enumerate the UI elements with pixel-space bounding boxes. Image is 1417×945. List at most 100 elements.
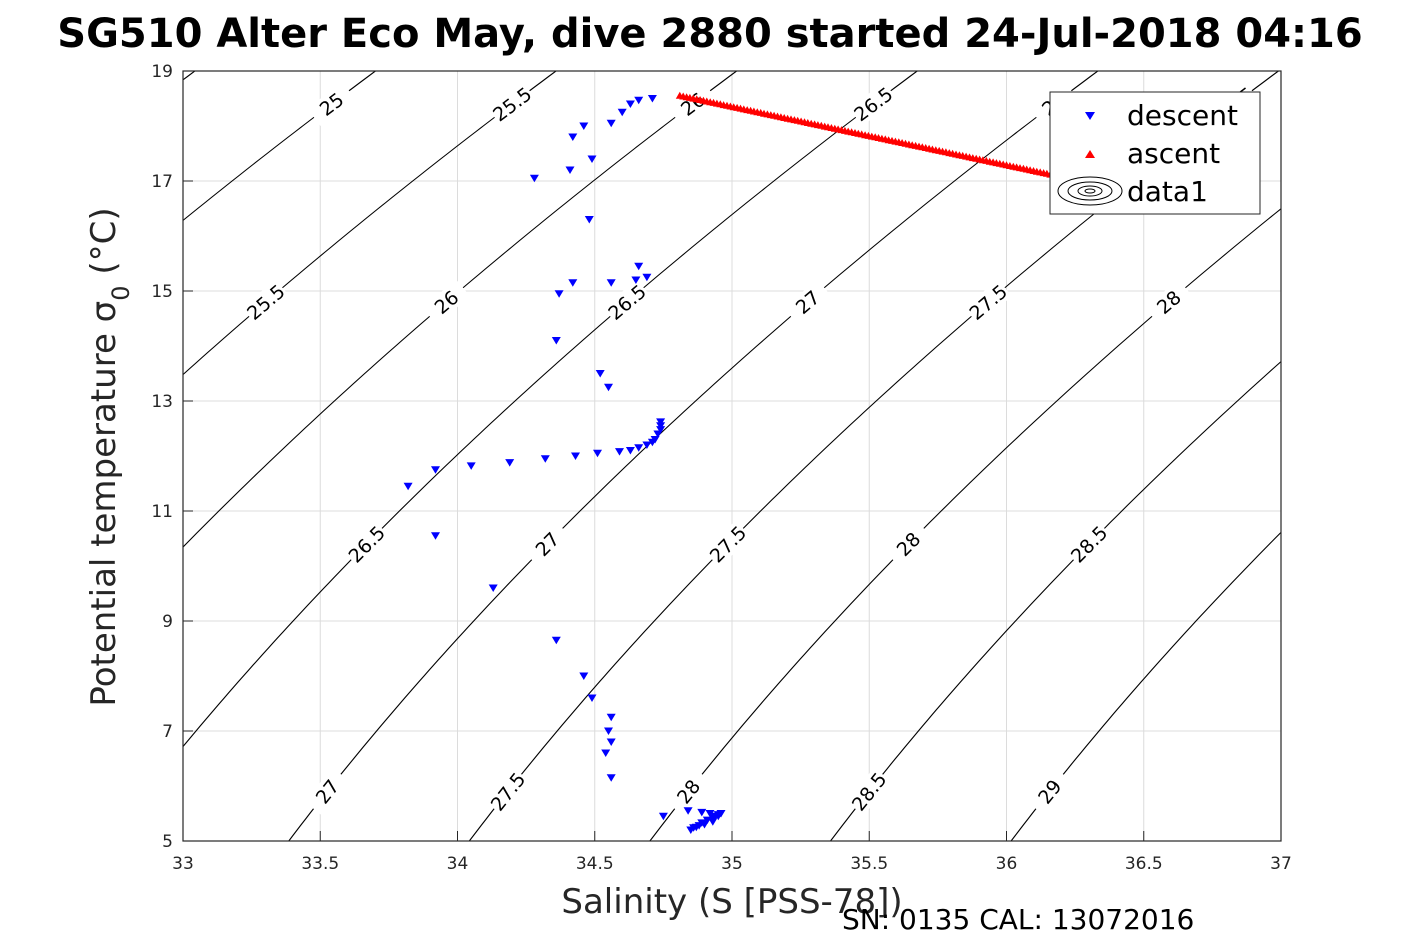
descent-point	[593, 449, 602, 458]
descent-point	[431, 466, 440, 474]
legend-ascent-label: ascent	[1127, 137, 1220, 170]
descent-point	[625, 100, 635, 108]
descent-point	[604, 383, 613, 392]
descent-point	[700, 821, 709, 829]
contour-line-25	[183, 71, 377, 222]
contour-label-bg	[603, 279, 651, 325]
contour-line-25.5	[183, 71, 557, 376]
descent-point	[606, 713, 616, 722]
contour-label-bg	[1065, 520, 1113, 568]
contour-label-bg	[849, 81, 898, 126]
descent-point	[466, 462, 476, 470]
descent-point	[540, 455, 550, 463]
contour-label-bg	[665, 767, 711, 816]
contour-line-28	[649, 208, 1281, 841]
x-tick-label: 33	[172, 854, 194, 874]
descent-point	[551, 337, 561, 345]
x-tick-label: 33.5	[301, 854, 339, 874]
contour-label-bg	[343, 520, 390, 568]
contour-line-24	[0, 55, 37, 864]
contour-label-bg	[304, 767, 350, 816]
descent-point	[683, 807, 693, 815]
descent-point	[634, 262, 644, 271]
contour-label-bg	[485, 767, 531, 816]
serial-cal-footer: SN: 0135 CAL: 13072016	[842, 903, 1194, 936]
y-tick-label: 11	[151, 502, 173, 522]
descent-point	[705, 810, 715, 818]
x-axis-label: Salinity (S [PSS-78])	[561, 882, 902, 922]
descent-point	[642, 441, 652, 449]
descent-point	[606, 119, 616, 128]
legend-box	[1049, 91, 1261, 215]
contour-label: 28.5	[848, 769, 892, 816]
descent-point	[587, 694, 597, 702]
contour-label-bg	[885, 520, 932, 568]
contour-line-28.5	[829, 360, 1281, 841]
y-tick-label: 17	[151, 172, 173, 192]
contour-label-bg	[783, 279, 832, 325]
contour-label-bg	[1027, 767, 1072, 816]
descent-point	[568, 279, 578, 287]
descent-series	[403, 95, 726, 834]
descent-point	[656, 422, 666, 430]
y-tick-label: 19	[151, 62, 173, 82]
descent-point	[505, 459, 515, 467]
legend-descent-label: descent	[1127, 99, 1238, 132]
descent-point	[647, 95, 657, 103]
descent-point	[708, 818, 718, 826]
x-tick-label: 34.5	[576, 854, 614, 874]
contour-label-bg	[487, 81, 537, 127]
contour-label-bg	[1144, 279, 1193, 325]
descent-point	[584, 216, 594, 224]
contour-label: 27.5	[706, 522, 751, 568]
contour-label: 28.5	[1067, 522, 1112, 568]
descent-point	[642, 273, 652, 282]
x-tick-label: 37	[1270, 854, 1292, 874]
descent-point	[403, 482, 413, 491]
descent-point	[568, 133, 578, 141]
x-tick-label: 34	[447, 854, 469, 874]
descent-point	[604, 727, 613, 735]
descent-point	[554, 290, 564, 298]
legend-ascent-marker	[1085, 150, 1095, 158]
descent-point	[631, 276, 641, 284]
descent-point	[656, 426, 666, 434]
legend-data1-label: data1	[1127, 175, 1208, 208]
descent-point	[708, 814, 718, 822]
descent-point	[606, 774, 616, 782]
descent-point	[551, 636, 561, 645]
descent-point	[658, 812, 668, 821]
descent-point	[691, 823, 701, 832]
y-axis-label: Potential temperature σ0 (°C)	[84, 207, 135, 706]
descent-point	[587, 155, 597, 163]
descent-point	[579, 672, 589, 680]
descent-point	[716, 810, 726, 818]
svg-text:Potential temperature σ0 (°C): Potential temperature σ0 (°C)	[84, 207, 135, 706]
descent-point	[601, 749, 611, 757]
legend-data1-contour-icon	[1057, 176, 1123, 206]
descent-point	[634, 96, 644, 105]
contour-label-bg	[523, 520, 571, 568]
descent-point	[529, 174, 539, 183]
x-tick-label: 35.5	[850, 854, 888, 874]
y-tick-label: 15	[151, 282, 173, 302]
descent-point	[697, 808, 707, 817]
descent-point	[634, 444, 644, 452]
descent-point	[579, 122, 589, 130]
contour-line-26	[183, 71, 738, 548]
x-tick-label: 35	[721, 854, 743, 874]
descent-point	[606, 279, 616, 287]
contour-label: 25.5	[489, 83, 536, 126]
descent-point	[625, 447, 635, 455]
descent-point	[617, 108, 627, 117]
y-tick-label: 7	[162, 722, 173, 742]
contour-label: 26.5	[850, 83, 897, 126]
y-tick-label: 5	[162, 832, 173, 852]
x-tick-label: 36.5	[1125, 854, 1163, 874]
descent-point	[606, 738, 616, 746]
y-tick-label: 9	[162, 612, 173, 632]
descent-point	[653, 430, 663, 438]
legend: descent ascent data1	[1049, 91, 1261, 215]
contour-label-bg	[241, 279, 290, 325]
